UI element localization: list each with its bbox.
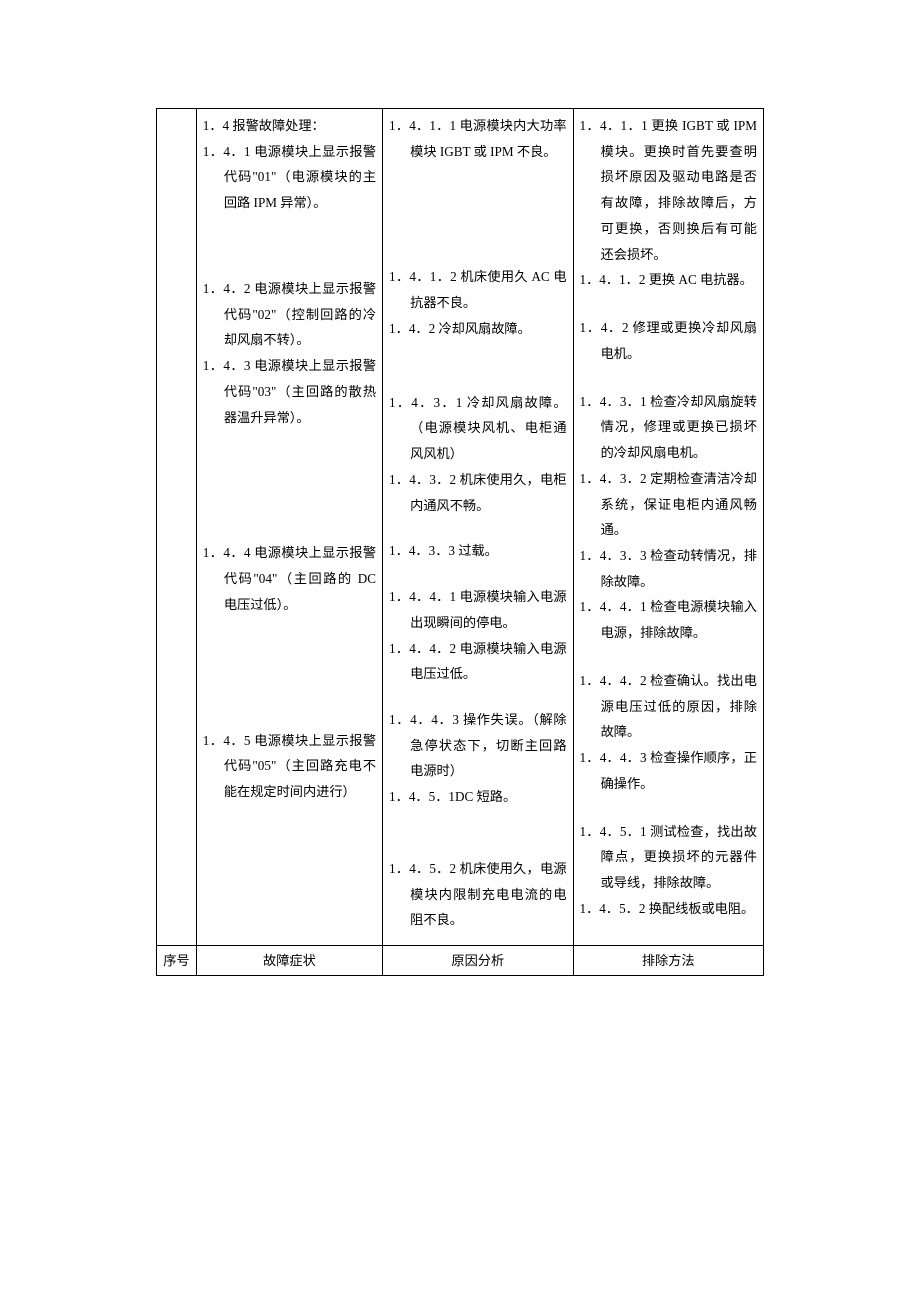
- text-line: 1．4．4．3 操作失误。（解除急停状态下，切断主回路电源时）: [389, 707, 566, 784]
- text-line: 1．4．5．1 测试检查，找出故障点，更换损坏的元器件或导线，排除故障。: [580, 819, 757, 896]
- text-line: 1．4．4．2 检查确认。找出电源电压过低的原因，排除故障。: [580, 668, 757, 745]
- text-line: 1．4．2 冷却风扇故障。: [389, 316, 566, 342]
- header-solution: 排除方法: [573, 946, 763, 976]
- spacer: [580, 293, 757, 315]
- spacer: [580, 797, 757, 819]
- text-line: 1．4．3．1 检查冷却风扇旋转情况，修理或更换已损坏的冷却风扇电机。: [580, 389, 757, 466]
- spacer: [203, 216, 376, 276]
- text-line: 1．4．4．1 检查电源模块输入电源，排除故障。: [580, 594, 757, 645]
- header-cause: 原因分析: [383, 946, 573, 976]
- header-symptom: 故障症状: [196, 946, 382, 976]
- spacer: [389, 933, 566, 941]
- text-line: 1．4．3．2 定期检查清洁冷却系统，保证电柜内通风畅通。: [580, 466, 757, 543]
- text-line: 1．4．1．2 更换 AC 电抗器。: [580, 267, 757, 293]
- spacer: [203, 430, 376, 540]
- text-line: 1．4．4．2 电源模块输入电源电压过低。: [389, 636, 566, 687]
- spacer: [389, 687, 566, 707]
- spacer: [389, 810, 566, 856]
- text-line: 1．4．3．3 过载。: [389, 538, 566, 564]
- text-line: 1．4．4 电源模块上显示报警代码"04"（主回路的 DC 电压过低）。: [203, 540, 376, 617]
- text-line: 1．4．1．1 电源模块内大功率模块 IGBT 或 IPM 不良。: [389, 113, 566, 164]
- spacer: [580, 367, 757, 389]
- cell-cause: 1．4．1．1 电源模块内大功率模块 IGBT 或 IPM 不良。 1．4．1．…: [383, 109, 573, 946]
- text-line: 1．4．3．2 机床使用久，电柜内通风不畅。: [389, 467, 566, 518]
- spacer: [389, 342, 566, 390]
- text-line: 1．4．3．1 冷却风扇故障。（电源模块风机、电柜通风风机）: [389, 390, 566, 467]
- table-row: 1．4 报警故障处理： 1．4．1 电源模块上显示报警代码"01"（电源模块的主…: [157, 109, 764, 946]
- spacer: [389, 518, 566, 538]
- text-line: 1．4．4．1 电源模块输入电源出现瞬间的停电。: [389, 584, 566, 635]
- header-seq: 序号: [157, 946, 197, 976]
- spacer: [203, 618, 376, 728]
- text-line: 1．4．5．2 换配线板或电阻。: [580, 896, 757, 922]
- cell-symptom: 1．4 报警故障处理： 1．4．1 电源模块上显示报警代码"01"（电源模块的主…: [196, 109, 382, 946]
- table-header-row: 序号 故障症状 原因分析 排除方法: [157, 946, 764, 976]
- fault-table: 1．4 报警故障处理： 1．4．1 电源模块上显示报警代码"01"（电源模块的主…: [156, 108, 764, 976]
- text-line: 1．4．5 电源模块上显示报警代码"05"（主回路充电不能在规定时间内进行）: [203, 728, 376, 805]
- cell-seq: [157, 109, 197, 946]
- spacer: [389, 564, 566, 584]
- text-line: 1．4．2 电源模块上显示报警代码"02"（控制回路的冷却风扇不转）。: [203, 276, 376, 353]
- spacer: [580, 646, 757, 668]
- text-line: 1．4．1 电源模块上显示报警代码"01"（电源模块的主回路 IPM 异常）。: [203, 139, 376, 216]
- text-line: 1．4．2 修理或更换冷却风扇电机。: [580, 315, 757, 366]
- text-line: 1．4 报警故障处理：: [203, 113, 376, 139]
- text-line: 1．4．1．2 机床使用久 AC 电抗器不良。: [389, 264, 566, 315]
- text-line: 1．4．4．3 检查操作顺序，正确操作。: [580, 745, 757, 796]
- text-line: 1．4．3 电源模块上显示报警代码"03"（主回路的散热器温升异常）。: [203, 353, 376, 430]
- text-line: 1．4．3．3 检查动转情况，排除故障。: [580, 543, 757, 594]
- spacer: [389, 164, 566, 264]
- text-line: 1．4．5．1DC 短路。: [389, 784, 566, 810]
- cell-solution: 1．4．1．1 更换 IGBT 或 IPM 模块。更换时首先要查明损坏原因及驱动…: [573, 109, 763, 946]
- text-line: 1．4．1．1 更换 IGBT 或 IPM 模块。更换时首先要查明损坏原因及驱动…: [580, 113, 757, 267]
- document-page: 1．4 报警故障处理： 1．4．1 电源模块上显示报警代码"01"（电源模块的主…: [0, 0, 920, 1302]
- text-line: 1．4．5．2 机床使用久，电源模块内限制充电电流的电阻不良。: [389, 856, 566, 933]
